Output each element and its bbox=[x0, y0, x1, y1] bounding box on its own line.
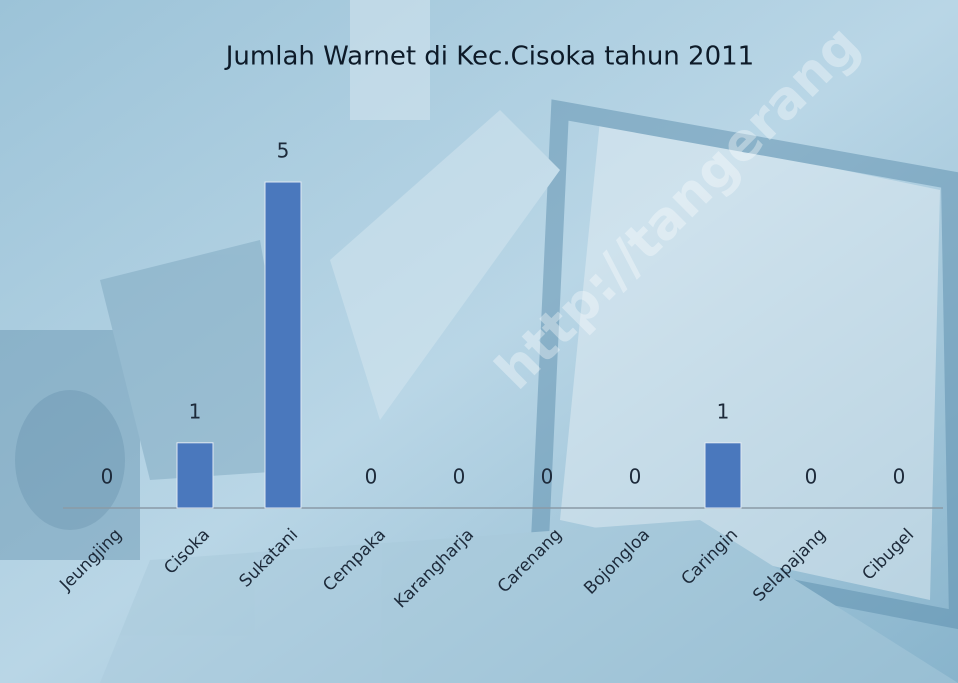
data-label: 0 bbox=[629, 465, 642, 489]
chart-title: Jumlah Warnet di Kec.Cisoka tahun 2011 bbox=[224, 42, 754, 72]
bar bbox=[177, 443, 213, 508]
data-label: 1 bbox=[717, 399, 730, 423]
data-label: 1 bbox=[189, 399, 202, 423]
data-label: 0 bbox=[101, 465, 114, 489]
data-label: 5 bbox=[277, 139, 290, 163]
data-label: 0 bbox=[805, 465, 818, 489]
chart: http://tangerang Jumlah Warnet di Kec.Ci… bbox=[0, 0, 958, 683]
bar bbox=[265, 182, 301, 508]
data-label: 0 bbox=[893, 465, 906, 489]
data-label: 0 bbox=[453, 465, 466, 489]
bar bbox=[705, 443, 741, 508]
data-label: 0 bbox=[365, 465, 378, 489]
data-label: 0 bbox=[541, 465, 554, 489]
